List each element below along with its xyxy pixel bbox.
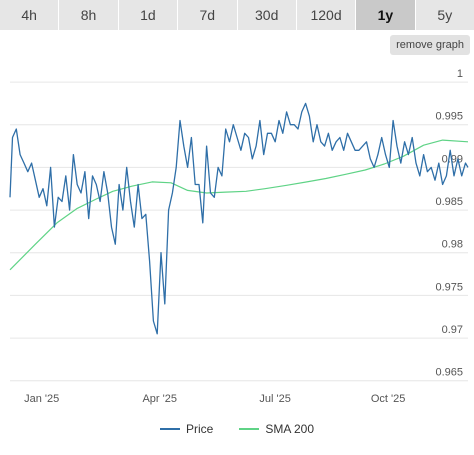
x-axis-labels: Jan '25 Apr '25 Jul '25 Oct '25 [24, 393, 405, 405]
tab-120d[interactable]: 120d [297, 0, 357, 30]
legend-label-price: Price [185, 422, 214, 436]
tab-30d[interactable]: 30d [238, 0, 297, 30]
y-tick-label: 0.975 [435, 281, 463, 293]
tab-1y[interactable]: 1y [356, 0, 416, 30]
legend-swatch-price [159, 428, 180, 430]
tab-8h[interactable]: 8h [59, 0, 119, 30]
y-tick-label: 0.985 [435, 196, 463, 208]
legend-item-price[interactable]: Price [159, 419, 214, 439]
x-tick-label: Jan '25 [24, 393, 59, 405]
legend-swatch-sma [239, 428, 260, 430]
x-tick-label: Jul '25 [259, 393, 290, 405]
y-tick-label: 0.97 [442, 324, 463, 336]
y-tick-label: 1 [457, 68, 463, 80]
y-tick-label: 0.995 [435, 111, 463, 123]
y-tick-label: 0.98 [442, 239, 463, 251]
x-tick-label: Apr '25 [142, 393, 177, 405]
x-tick-label: Oct '25 [371, 393, 406, 405]
sma-200-line [9, 139, 469, 271]
remove-graph-button[interactable]: remove graph [390, 35, 470, 55]
y-tick-label: 0.965 [435, 367, 463, 379]
time-range-tabs: 4h 8h 1d 7d 30d 120d 1y 5y [0, 0, 474, 30]
tab-7d[interactable]: 7d [178, 0, 238, 30]
series-lines [9, 102, 469, 335]
legend-item-sma[interactable]: SMA 200 [239, 419, 314, 439]
tab-1d[interactable]: 1d [119, 0, 179, 30]
legend: Price SMA 200 [0, 419, 474, 439]
legend-label-sma: SMA 200 [265, 422, 315, 436]
price-line [9, 102, 469, 335]
grid-lines [10, 81, 468, 382]
tab-4h[interactable]: 4h [0, 0, 60, 30]
tab-5y[interactable]: 5y [437, 7, 453, 23]
